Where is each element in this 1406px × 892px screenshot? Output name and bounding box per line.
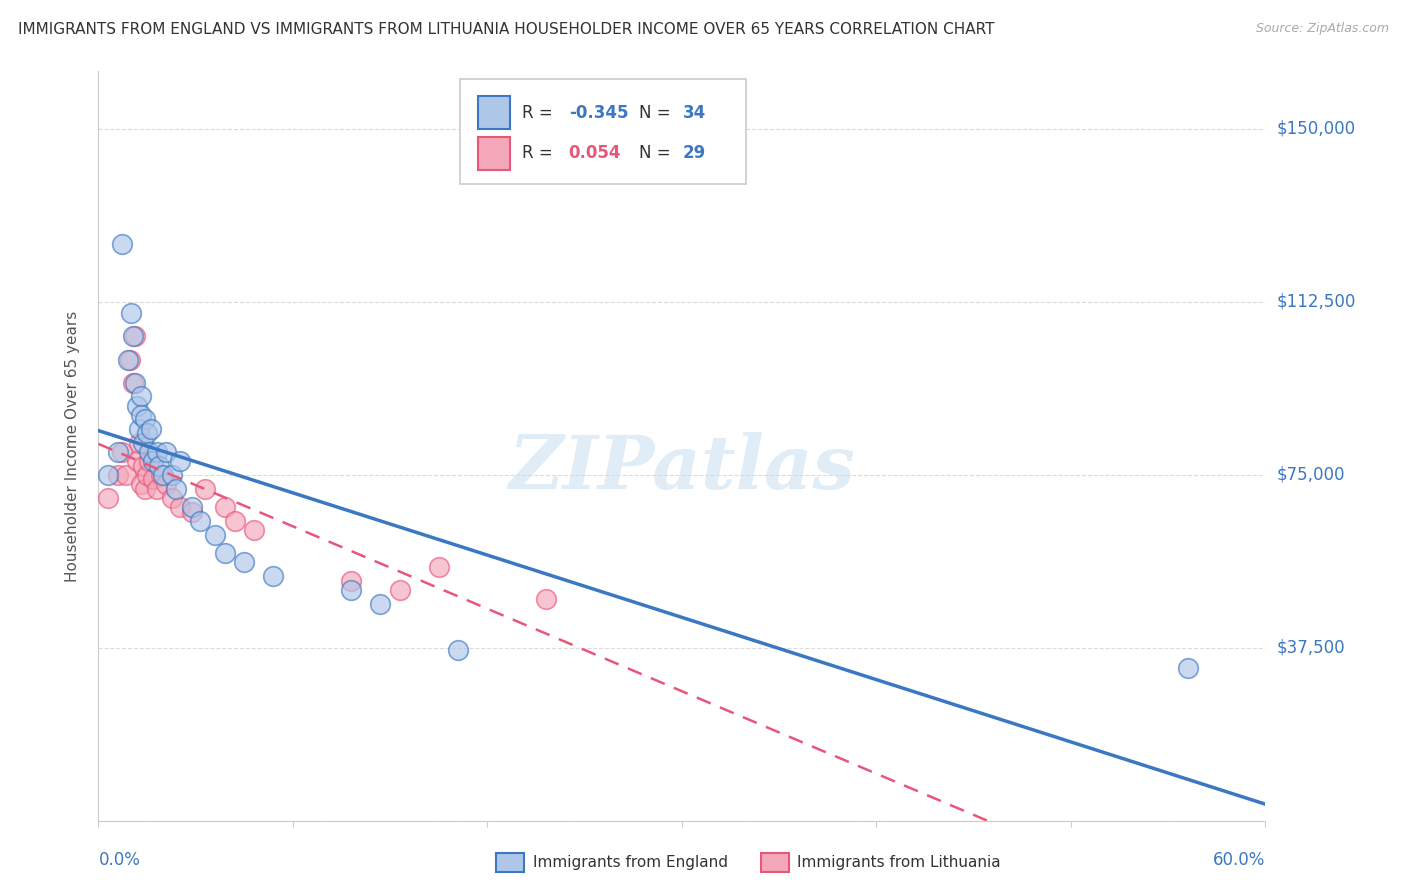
Point [388, 583, 411, 598]
Point [194, 482, 217, 496]
Point [121, 306, 143, 320]
Point [155, 477, 177, 491]
Text: N =: N = [638, 144, 671, 162]
Point [146, 482, 169, 496]
FancyBboxPatch shape [478, 136, 510, 169]
Point [162, 491, 184, 505]
Point [262, 569, 284, 583]
Text: $112,500: $112,500 [1277, 293, 1355, 311]
Point [243, 523, 266, 537]
Text: 60.0%: 60.0% [1213, 851, 1265, 869]
Point [214, 500, 236, 514]
Point [129, 477, 152, 491]
Point [138, 454, 160, 468]
Point [152, 467, 174, 482]
Point [233, 556, 256, 570]
Text: 29: 29 [683, 144, 706, 162]
Point [118, 352, 141, 367]
Text: -0.345: -0.345 [568, 103, 628, 121]
Point [148, 458, 170, 473]
Point [122, 376, 145, 390]
Point [128, 435, 150, 450]
Text: $150,000: $150,000 [1277, 120, 1355, 138]
Point [427, 560, 450, 574]
Point [204, 528, 226, 542]
FancyBboxPatch shape [496, 853, 524, 872]
Point [97, 491, 120, 505]
Point [132, 458, 155, 473]
Point [127, 454, 149, 468]
Point [122, 329, 145, 343]
Point [139, 422, 162, 436]
Point [107, 444, 129, 458]
Point [136, 426, 159, 441]
Y-axis label: Householder Income Over 65 years: Householder Income Over 65 years [65, 310, 80, 582]
Text: $75,000: $75,000 [1277, 466, 1346, 483]
FancyBboxPatch shape [478, 96, 510, 129]
Point [146, 444, 169, 458]
Point [1177, 661, 1199, 675]
Point [169, 454, 191, 468]
Point [138, 444, 160, 458]
Point [340, 574, 363, 588]
FancyBboxPatch shape [761, 853, 789, 872]
Point [142, 454, 165, 468]
Point [129, 389, 152, 403]
Text: 0.0%: 0.0% [98, 851, 141, 869]
Point [180, 500, 202, 514]
Point [111, 237, 134, 252]
Point [162, 467, 184, 482]
Text: Immigrants from England: Immigrants from England [533, 855, 728, 870]
Point [134, 412, 156, 426]
Point [127, 399, 149, 413]
Text: 0.054: 0.054 [568, 144, 621, 162]
Point [114, 467, 136, 482]
Text: R =: R = [522, 103, 553, 121]
Point [124, 376, 146, 390]
Point [224, 514, 246, 528]
Point [132, 435, 155, 450]
Text: 34: 34 [683, 103, 706, 121]
Text: N =: N = [638, 103, 671, 121]
Text: Immigrants from Lithuania: Immigrants from Lithuania [797, 855, 1001, 870]
Point [134, 482, 156, 496]
Point [214, 546, 236, 560]
Text: ZIPatlas: ZIPatlas [509, 433, 855, 505]
Point [155, 444, 177, 458]
Point [97, 467, 120, 482]
Text: R =: R = [522, 144, 553, 162]
Point [165, 482, 187, 496]
Point [149, 467, 172, 482]
Point [107, 467, 129, 482]
Point [340, 583, 363, 598]
FancyBboxPatch shape [460, 78, 747, 184]
Point [111, 444, 134, 458]
Point [128, 422, 150, 436]
Point [534, 592, 557, 607]
Text: IMMIGRANTS FROM ENGLAND VS IMMIGRANTS FROM LITHUANIA HOUSEHOLDER INCOME OVER 65 : IMMIGRANTS FROM ENGLAND VS IMMIGRANTS FR… [18, 22, 995, 37]
Point [124, 329, 146, 343]
Point [142, 472, 165, 486]
Point [129, 408, 152, 422]
Point [188, 514, 211, 528]
Point [136, 467, 159, 482]
Point [447, 643, 470, 657]
Point [169, 500, 191, 514]
Point [180, 505, 202, 519]
Point [117, 352, 139, 367]
Text: $37,500: $37,500 [1277, 639, 1346, 657]
Point [370, 597, 392, 611]
Text: Source: ZipAtlas.com: Source: ZipAtlas.com [1256, 22, 1389, 36]
